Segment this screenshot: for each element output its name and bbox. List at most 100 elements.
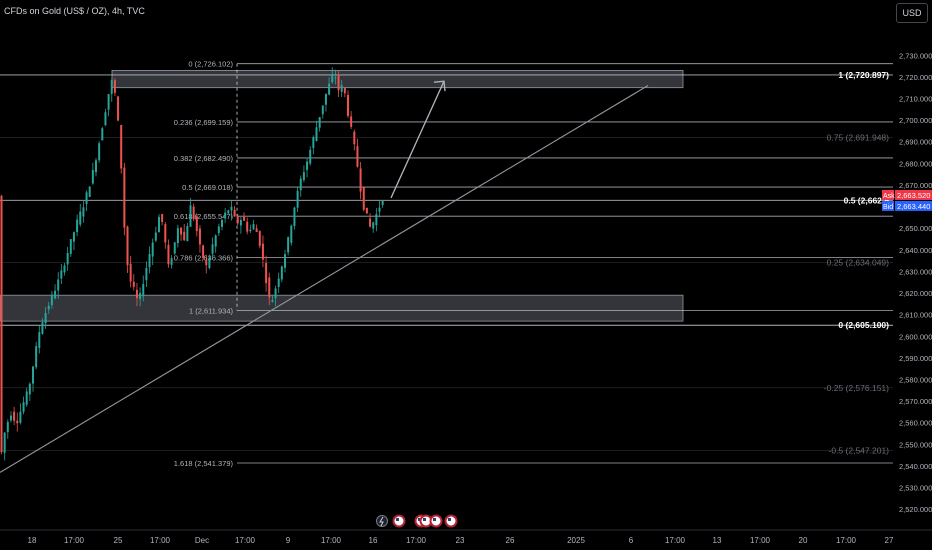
candle-body[interactable] (180, 227, 183, 235)
candle-body[interactable] (186, 226, 189, 242)
candle-body[interactable] (299, 178, 302, 191)
projection-arrow[interactable] (390, 80, 445, 199)
candle-body[interactable] (334, 77, 337, 79)
candle-body[interactable] (91, 170, 94, 184)
candle-body[interactable] (356, 146, 359, 167)
candle-body[interactable] (321, 105, 324, 115)
candle-body[interactable] (104, 112, 107, 126)
candle-body[interactable] (132, 281, 135, 287)
candle-body[interactable] (22, 402, 25, 412)
candle-body[interactable] (258, 231, 261, 246)
candle-body[interactable] (6, 421, 9, 433)
candle-body[interactable] (76, 219, 79, 233)
candle-body[interactable] (72, 232, 75, 242)
candle-body[interactable] (38, 332, 41, 348)
candle-body[interactable] (350, 116, 353, 127)
candle-body[interactable] (189, 205, 192, 227)
candle-body[interactable] (362, 187, 365, 210)
candle-body[interactable] (167, 244, 170, 265)
candle-body[interactable] (117, 96, 120, 121)
candle-body[interactable] (312, 137, 315, 148)
ascending-trendline[interactable] (0, 85, 649, 473)
candle-body[interactable] (198, 228, 201, 245)
candle-body[interactable] (126, 226, 129, 266)
candle-body[interactable] (277, 278, 280, 287)
candle-body[interactable] (164, 224, 167, 243)
candle-body[interactable] (214, 235, 217, 247)
candle-body[interactable] (148, 253, 151, 268)
candle-body[interactable] (274, 288, 277, 299)
candle-body[interactable] (230, 206, 233, 211)
candle-body[interactable] (372, 222, 375, 229)
candle-body[interactable] (302, 172, 305, 180)
candle-body[interactable] (233, 209, 236, 217)
candle-body[interactable] (271, 300, 274, 303)
candle-body[interactable] (135, 289, 138, 299)
candle-body[interactable] (205, 259, 208, 266)
candle-body[interactable] (353, 131, 356, 145)
candle-body[interactable] (60, 270, 63, 279)
candle-body[interactable] (145, 267, 148, 281)
candle-body[interactable] (88, 186, 91, 197)
candle-body[interactable] (25, 391, 28, 405)
candle-body[interactable] (41, 322, 44, 334)
candle-body[interactable] (54, 290, 57, 299)
support-zone[interactable] (0, 294, 684, 322)
candle-body[interactable] (142, 283, 145, 297)
candle-body[interactable] (375, 214, 378, 226)
candle-body[interactable] (331, 75, 334, 82)
candle-body[interactable] (265, 262, 268, 284)
currency-button[interactable]: USD (896, 3, 928, 23)
candle-body[interactable] (47, 305, 50, 310)
candle-body[interactable] (173, 242, 176, 254)
candle-body[interactable] (309, 149, 312, 164)
candle-body[interactable] (337, 74, 340, 91)
candle-body[interactable] (343, 88, 346, 94)
candle-body[interactable] (9, 415, 12, 421)
candle-body[interactable] (239, 219, 242, 226)
candle-body[interactable] (249, 229, 252, 232)
candle-body[interactable] (261, 243, 264, 260)
candle-body[interactable] (236, 216, 239, 224)
candle-body[interactable] (378, 207, 381, 212)
candle-body[interactable] (101, 128, 104, 141)
candle-body[interactable] (347, 94, 349, 116)
candle-body[interactable] (365, 207, 368, 214)
candle-body[interactable] (35, 346, 38, 368)
candle-body[interactable] (69, 239, 72, 254)
candle-body[interactable] (113, 80, 116, 93)
candle-body[interactable] (381, 201, 384, 206)
candle-body[interactable] (318, 117, 321, 128)
candle-body[interactable] (369, 218, 372, 227)
candle-body[interactable] (252, 224, 255, 230)
candle-body[interactable] (107, 94, 110, 110)
candle-body[interactable] (57, 279, 60, 291)
candle-body[interactable] (79, 211, 82, 225)
candle-body[interactable] (28, 383, 31, 395)
candle-body[interactable] (139, 292, 142, 300)
candle-body[interactable] (151, 242, 154, 257)
candle-body[interactable] (359, 168, 362, 192)
candle-body[interactable] (255, 228, 258, 232)
candle-body[interactable] (183, 231, 186, 241)
candle-body[interactable] (324, 93, 327, 105)
candle-body[interactable] (129, 263, 132, 282)
candle-body[interactable] (246, 221, 249, 232)
candle-body[interactable] (306, 161, 309, 170)
ask-price-tag[interactable] (895, 189, 932, 200)
candle-body[interactable] (95, 160, 97, 173)
candle-body[interactable] (32, 366, 34, 384)
candle-body[interactable] (66, 253, 69, 265)
candle-body[interactable] (0, 195, 3, 453)
candle-body[interactable] (19, 411, 22, 423)
candle-body[interactable] (176, 228, 179, 244)
candle-body[interactable] (3, 432, 6, 453)
candle-body[interactable] (44, 312, 47, 324)
candle-body[interactable] (63, 265, 66, 273)
candle-body[interactable] (82, 207, 85, 217)
candle-body[interactable] (280, 266, 283, 280)
candle-body[interactable] (315, 127, 318, 141)
candle-body[interactable] (110, 80, 113, 94)
candle-body[interactable] (13, 411, 16, 421)
